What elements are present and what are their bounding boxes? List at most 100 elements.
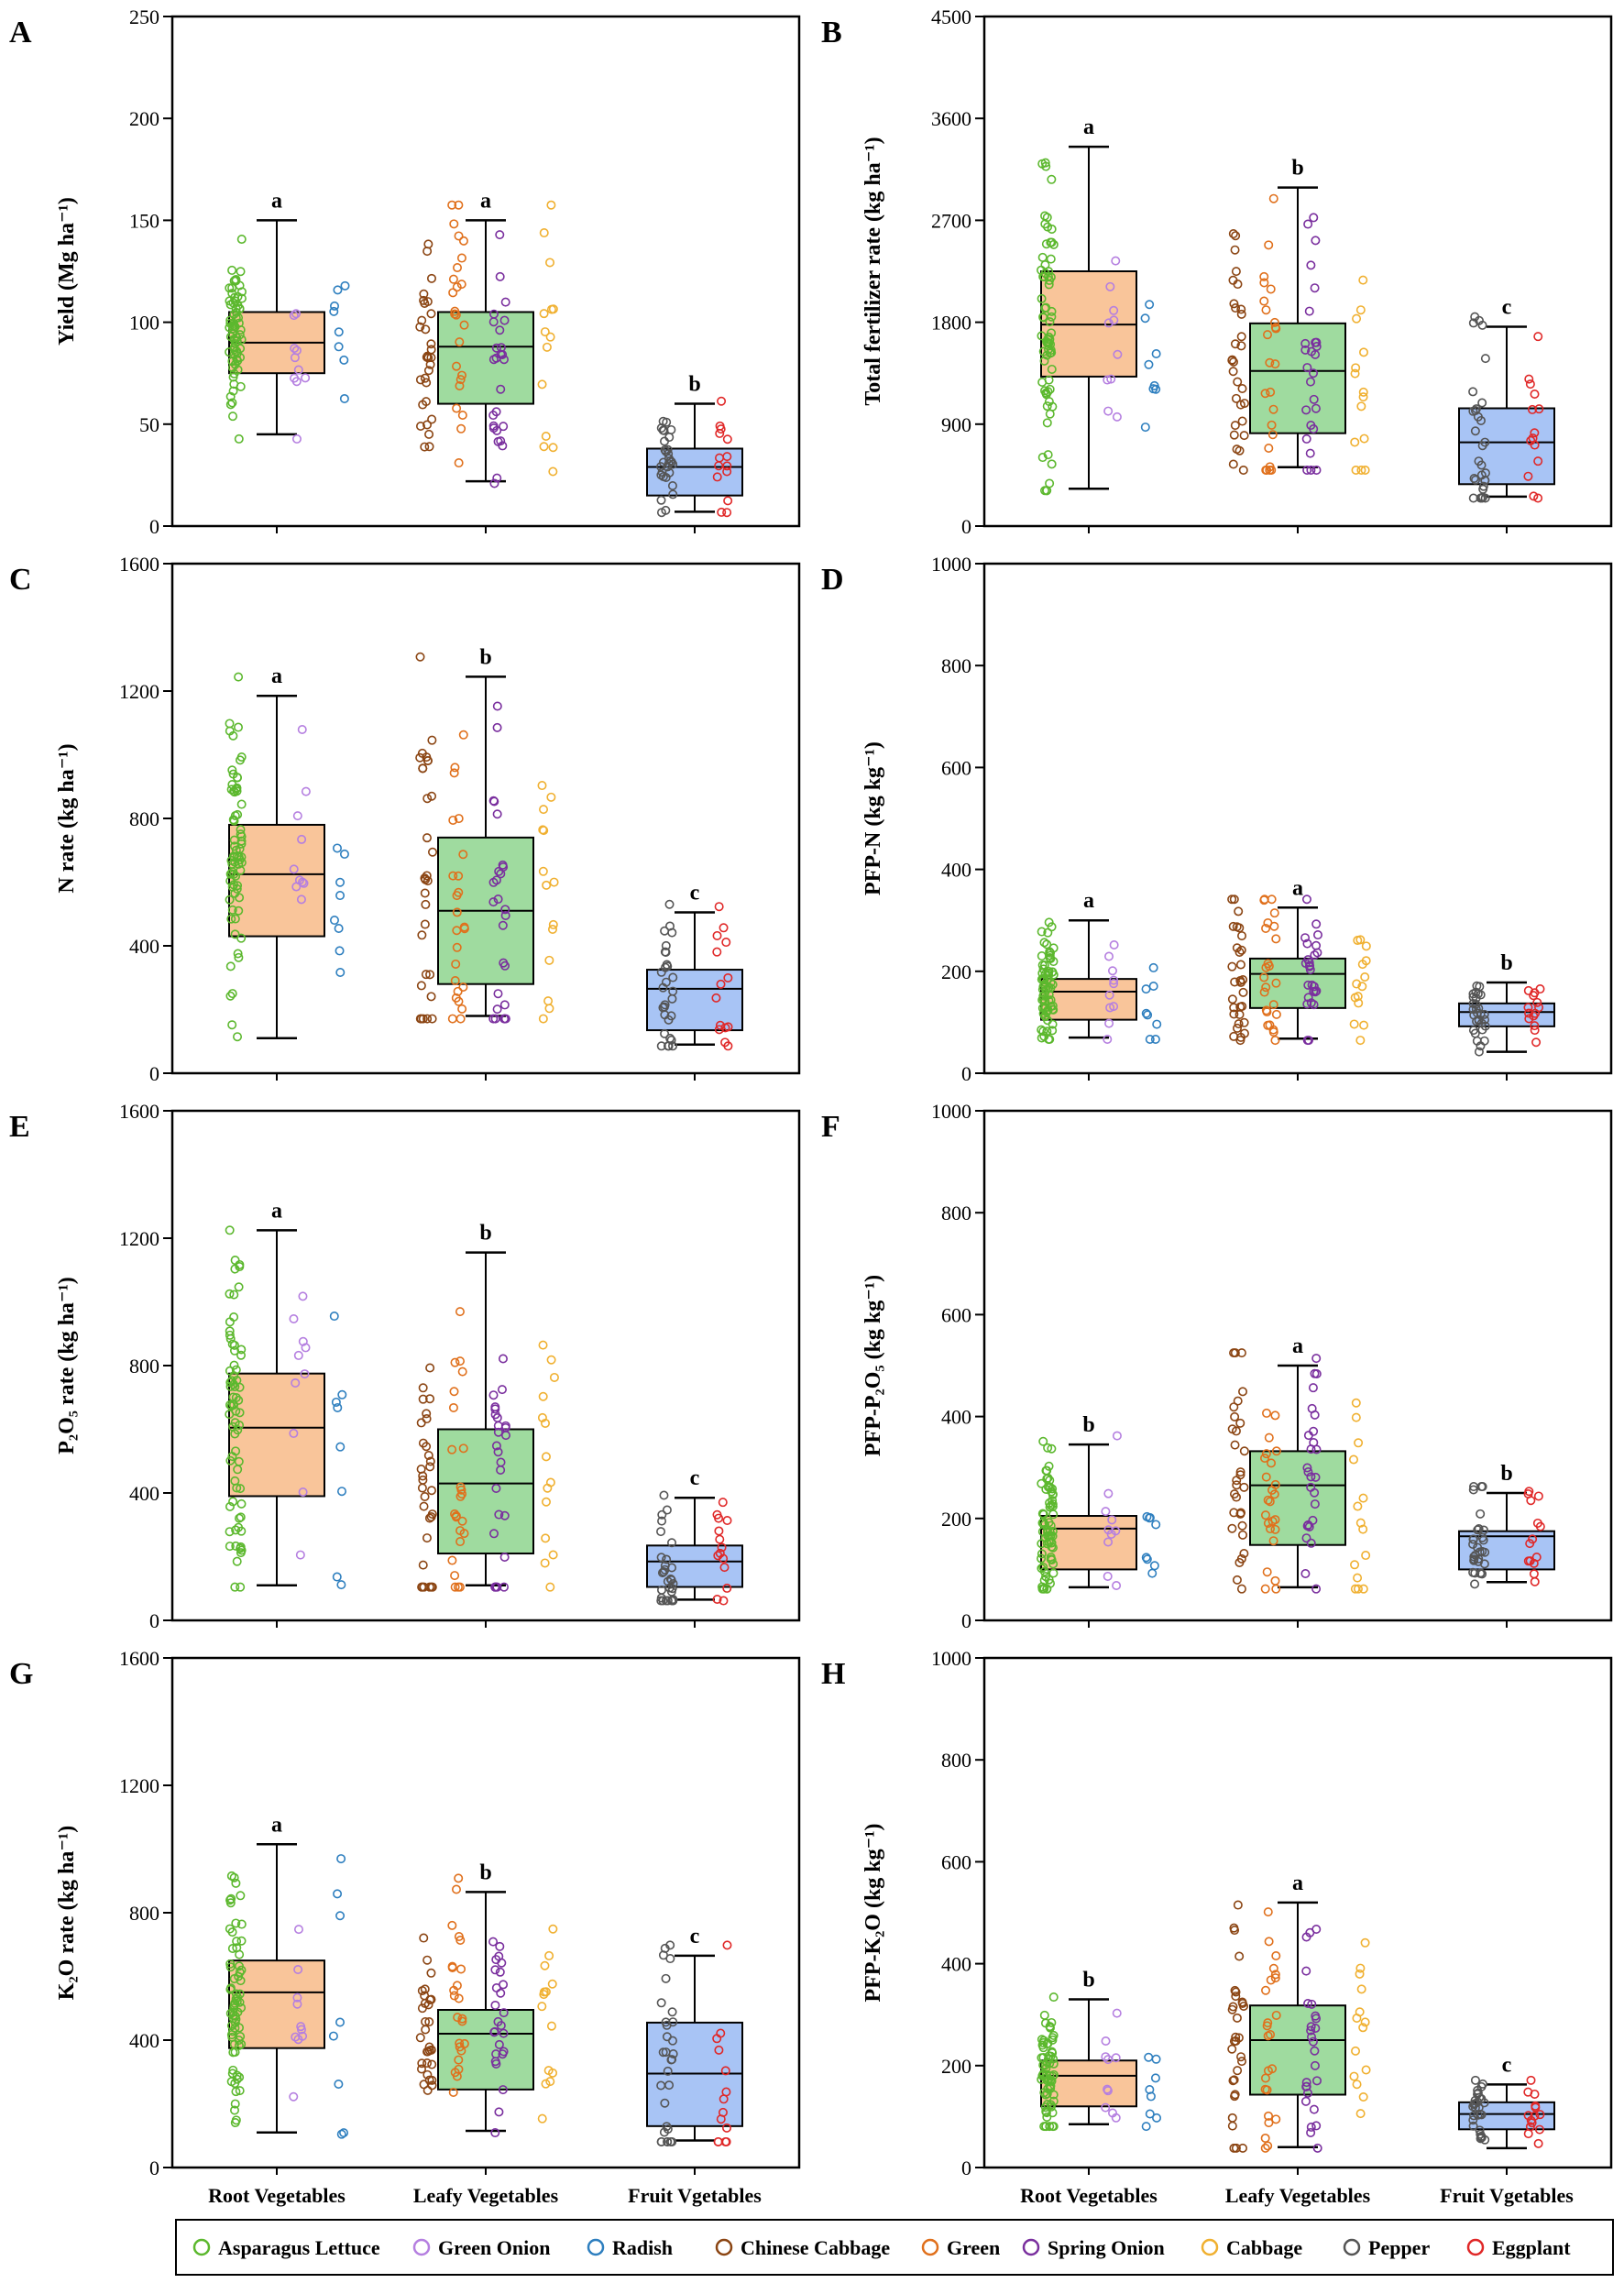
y-tick-label: 800 bbox=[941, 1749, 971, 1772]
data-point bbox=[1048, 1484, 1058, 1494]
data-point bbox=[225, 895, 235, 905]
data-point bbox=[545, 1582, 555, 1592]
data-point bbox=[232, 1943, 242, 1953]
data-point bbox=[658, 2047, 668, 2058]
data-point bbox=[291, 2032, 301, 2042]
data-point bbox=[717, 396, 727, 406]
data-point bbox=[712, 1594, 722, 1604]
data-point bbox=[225, 1898, 236, 1908]
data-point bbox=[1238, 465, 1248, 475]
data-point bbox=[1535, 2110, 1545, 2120]
data-point bbox=[230, 1582, 240, 1592]
data-point bbox=[1525, 2122, 1535, 2132]
box-2: a bbox=[1227, 1871, 1371, 2153]
data-point bbox=[1047, 1443, 1057, 1454]
data-point bbox=[421, 874, 431, 884]
data-point bbox=[499, 1582, 509, 1592]
box-3: c bbox=[1458, 296, 1555, 503]
box-2: b bbox=[1227, 157, 1370, 475]
data-point bbox=[1232, 1575, 1242, 1585]
data-point bbox=[293, 1350, 303, 1360]
data-point bbox=[1301, 1533, 1311, 1543]
panel-G: G K₂O rate (kg ha⁻¹) 0 400 800 1200 1600 a b c Roo… bbox=[9, 1647, 801, 2207]
data-point bbox=[714, 2045, 724, 2055]
data-point bbox=[664, 1041, 674, 1051]
data-point bbox=[1306, 2127, 1316, 2137]
data-point bbox=[452, 361, 462, 371]
data-point bbox=[339, 393, 349, 403]
data-point bbox=[499, 1510, 510, 1520]
data-point bbox=[1358, 2091, 1368, 2102]
data-point bbox=[1261, 305, 1271, 315]
y-tick-label: 1200 bbox=[119, 1774, 159, 1797]
box-2: a bbox=[415, 189, 558, 488]
data-point bbox=[1039, 356, 1049, 366]
data-point bbox=[1229, 2143, 1239, 2153]
data-point bbox=[1230, 1440, 1240, 1450]
data-point bbox=[1270, 359, 1280, 369]
data-point bbox=[1142, 1511, 1152, 1521]
y-tick-label: 1600 bbox=[119, 553, 159, 576]
data-point bbox=[1230, 339, 1240, 349]
data-point bbox=[1104, 951, 1114, 961]
data-point bbox=[1230, 977, 1240, 987]
data-point bbox=[537, 1412, 547, 1422]
box-iqr bbox=[437, 311, 534, 405]
data-point bbox=[1038, 1509, 1048, 1520]
data-point bbox=[1357, 960, 1367, 970]
data-point bbox=[1046, 2102, 1056, 2112]
data-point bbox=[1300, 2096, 1311, 2106]
data-point bbox=[1302, 363, 1312, 373]
data-point bbox=[1260, 1510, 1270, 1520]
data-point bbox=[668, 489, 678, 499]
data-point bbox=[419, 2080, 429, 2090]
data-point bbox=[226, 1401, 236, 1411]
data-point bbox=[656, 1553, 666, 1563]
data-point bbox=[455, 381, 465, 391]
data-point bbox=[494, 1509, 504, 1520]
significance-label: b bbox=[1500, 951, 1512, 975]
data-point bbox=[1480, 437, 1490, 447]
data-point bbox=[227, 398, 237, 408]
data-point bbox=[289, 1428, 299, 1438]
data-point bbox=[492, 809, 502, 819]
data-point bbox=[546, 2021, 556, 2031]
data-point bbox=[1234, 1951, 1245, 1961]
data-point bbox=[1533, 456, 1543, 466]
data-point bbox=[1307, 980, 1317, 990]
data-point bbox=[427, 2059, 437, 2069]
data-point bbox=[1264, 2118, 1274, 2128]
data-point bbox=[337, 1389, 347, 1399]
data-point bbox=[1270, 1973, 1280, 1983]
data-point bbox=[1303, 1999, 1313, 2009]
data-point bbox=[1228, 459, 1238, 469]
data-point bbox=[421, 970, 431, 980]
data-point bbox=[227, 265, 237, 275]
data-point bbox=[301, 1343, 311, 1353]
data-point bbox=[289, 1314, 299, 1324]
data-point bbox=[1230, 1348, 1240, 1358]
panel-letter: C bbox=[9, 563, 32, 597]
data-point bbox=[328, 2031, 338, 2041]
data-point bbox=[667, 2007, 677, 2017]
data-point bbox=[712, 1509, 722, 1520]
data-point bbox=[415, 422, 425, 432]
data-point bbox=[236, 825, 246, 835]
data-point bbox=[293, 365, 303, 375]
data-point bbox=[656, 1596, 666, 1606]
data-point bbox=[417, 2058, 427, 2069]
data-point bbox=[1044, 338, 1054, 348]
box-1: a bbox=[225, 1199, 347, 1592]
data-point bbox=[230, 1429, 240, 1439]
data-point bbox=[1356, 1984, 1366, 1994]
data-point bbox=[1261, 923, 1271, 933]
data-point bbox=[1238, 987, 1248, 997]
data-point bbox=[1104, 1018, 1114, 1028]
data-point bbox=[455, 1356, 465, 1367]
data-point bbox=[1351, 465, 1361, 475]
data-point bbox=[1037, 293, 1047, 303]
data-point bbox=[491, 2058, 501, 2069]
data-point bbox=[488, 1014, 499, 1024]
data-point bbox=[1361, 941, 1371, 951]
data-point bbox=[1303, 1467, 1313, 1477]
